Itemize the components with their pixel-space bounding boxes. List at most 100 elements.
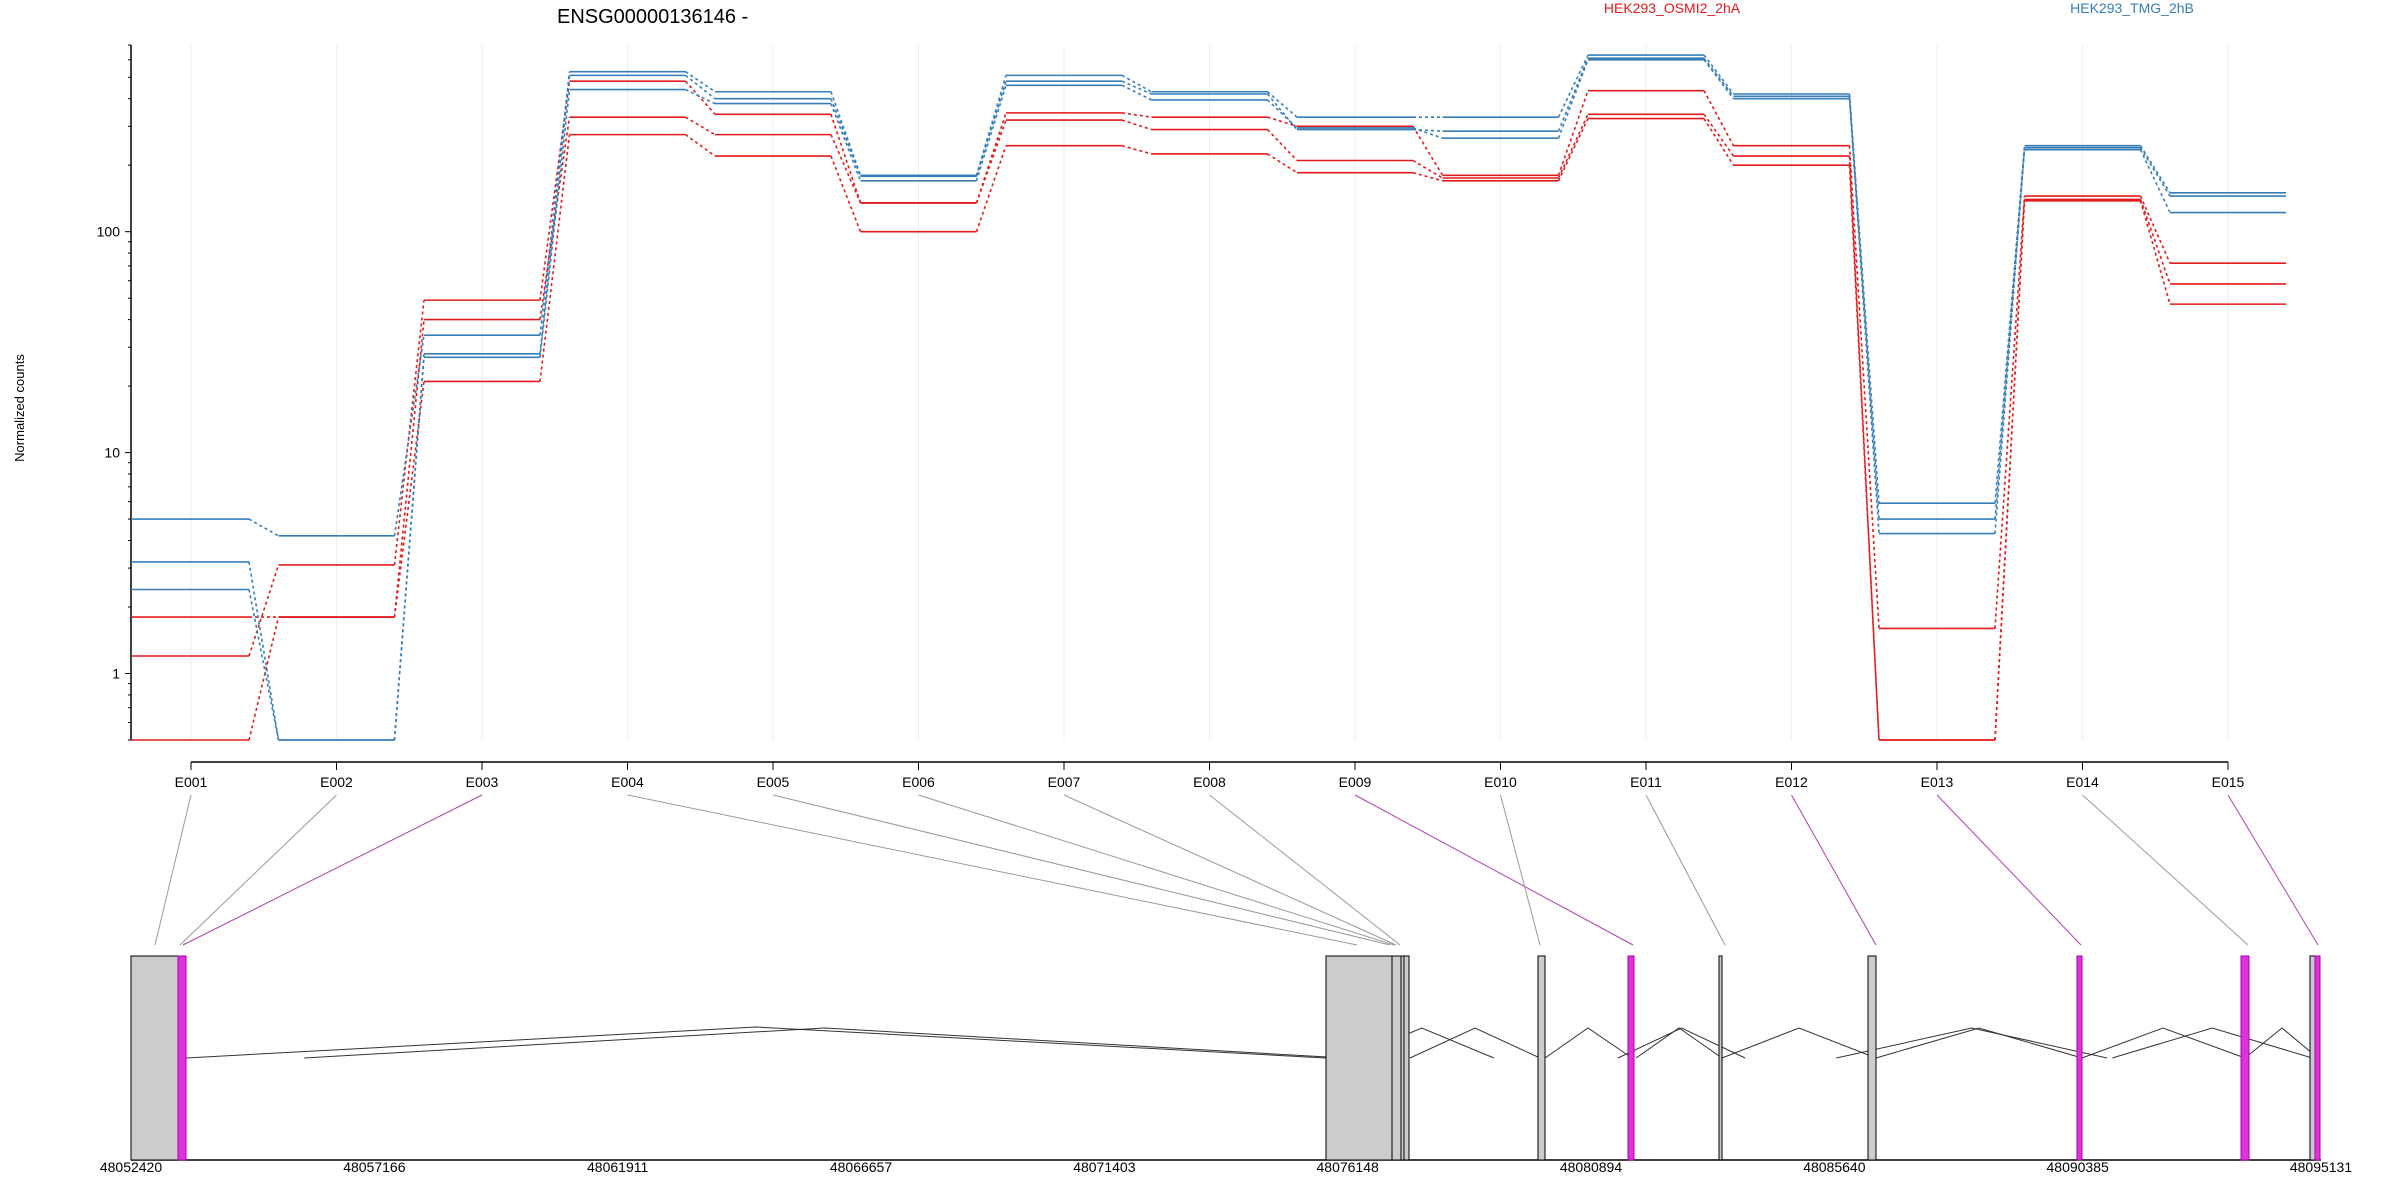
exon-transition bbox=[248, 561, 280, 741]
exon-transition bbox=[830, 134, 862, 204]
exon-transition bbox=[248, 589, 280, 741]
x-tick-label: E015 bbox=[2212, 774, 2245, 790]
exon-transition bbox=[1703, 54, 1735, 95]
x-tick-label: E005 bbox=[757, 774, 790, 790]
exon-transition bbox=[830, 114, 862, 204]
highlighted-connector bbox=[1354, 794, 1634, 946]
exon-transition bbox=[1412, 128, 1443, 133]
exon-transition bbox=[1994, 195, 2026, 629]
exon-transition bbox=[1121, 112, 1152, 118]
exon-transition bbox=[539, 75, 571, 354]
exon-transition bbox=[830, 155, 862, 232]
exon-transition bbox=[1848, 145, 1880, 629]
y-tick-label: 10 bbox=[104, 445, 120, 461]
genomic-position-label: 48080894 bbox=[1560, 1159, 1623, 1175]
series-HEK293_OSMI2_2hA bbox=[131, 80, 2286, 657]
intron-line bbox=[1617, 1027, 1746, 1059]
legend: HEK293_OSMI2_2hA HEK293_TMG_2hB bbox=[1604, 0, 2194, 16]
exon-transition bbox=[539, 134, 571, 382]
intron-line bbox=[185, 1026, 1327, 1059]
exon-box bbox=[1718, 955, 1723, 1161]
exon-transition bbox=[975, 85, 1007, 182]
exon-transition bbox=[1266, 99, 1298, 129]
exon-transition bbox=[1994, 149, 2026, 534]
grid-lines bbox=[190, 45, 2229, 740]
series-HEK293_OSMI2_2hA bbox=[131, 113, 2286, 741]
connector bbox=[772, 794, 1391, 946]
exon-transition bbox=[1848, 98, 1880, 534]
exon-transition bbox=[1267, 116, 1298, 128]
exon-transition bbox=[685, 74, 716, 100]
exon-transition bbox=[685, 116, 716, 136]
genomic-position-label: 48052420 bbox=[100, 1159, 163, 1175]
x-tick-label: E009 bbox=[1339, 774, 1372, 790]
highlighted-exon-box bbox=[2314, 955, 2321, 1161]
connector bbox=[154, 794, 192, 946]
exon-transition bbox=[1557, 57, 1589, 132]
exon-transition bbox=[2139, 145, 2171, 194]
series-HEK293_TMG_2hB bbox=[131, 54, 2286, 537]
highlighted-connector bbox=[1791, 794, 1877, 946]
exon-transition bbox=[1557, 59, 1589, 139]
series-lines bbox=[131, 54, 2286, 741]
x-tick-label: E014 bbox=[2066, 774, 2099, 790]
x-tick-label: E002 bbox=[320, 774, 353, 790]
exon-transition bbox=[685, 71, 716, 93]
exon-transition bbox=[393, 319, 425, 618]
exon-box bbox=[1403, 955, 1410, 1161]
connector bbox=[2082, 794, 2249, 946]
exon-box bbox=[1537, 955, 1546, 1161]
exon-transition bbox=[1848, 96, 1880, 520]
x-tick-label: E001 bbox=[175, 774, 208, 790]
intron-line bbox=[1409, 1027, 1541, 1059]
exon-transition bbox=[2139, 195, 2171, 264]
connector bbox=[1500, 794, 1541, 946]
exon-transition bbox=[1557, 118, 1589, 182]
exon-transition bbox=[248, 564, 280, 657]
exon-transition bbox=[1703, 57, 1735, 97]
x-tick-label: E003 bbox=[466, 774, 499, 790]
exon-transition bbox=[2139, 147, 2171, 197]
series-HEK293_TMG_2hB bbox=[131, 58, 2286, 741]
intron-line bbox=[1544, 1027, 1633, 1059]
exon-transition bbox=[1412, 171, 1443, 182]
genomic-position-label: 48071403 bbox=[1073, 1159, 1136, 1175]
genomic-position-label: 48090385 bbox=[2047, 1159, 2110, 1175]
exon-transition bbox=[1994, 200, 2026, 741]
exon-transition bbox=[1557, 90, 1589, 176]
exon-transition bbox=[1703, 118, 1735, 166]
highlighted-exon-box bbox=[1627, 955, 1635, 1161]
exon-transition bbox=[685, 88, 716, 105]
connector bbox=[627, 794, 1358, 946]
chart-title: ENSG00000136146 - bbox=[557, 6, 748, 28]
exon-transition bbox=[393, 357, 425, 741]
exon-transition bbox=[1412, 127, 1443, 139]
exon-transition bbox=[1121, 80, 1152, 95]
intron-line bbox=[1635, 1027, 1723, 1059]
connector bbox=[1209, 794, 1401, 946]
genomic-position-label: 48057166 bbox=[343, 1159, 406, 1175]
x-tick-label: E011 bbox=[1630, 774, 1662, 790]
exon-transition bbox=[1412, 125, 1444, 176]
exon-transition bbox=[1703, 59, 1735, 100]
x-tick-label: E012 bbox=[1775, 774, 1808, 790]
exon-transition bbox=[975, 75, 1007, 176]
intron-line bbox=[1721, 1027, 1877, 1059]
intron-line bbox=[2112, 1027, 2313, 1059]
gene-model: 48052420 48057166 48061911 48066657 48071403… bbox=[100, 955, 2352, 1175]
exon-transition bbox=[1121, 84, 1152, 101]
exon-connectors bbox=[154, 794, 2319, 946]
exon-transition bbox=[1266, 91, 1298, 118]
exon-transition bbox=[830, 103, 862, 182]
y-tick-label: 100 bbox=[97, 224, 121, 240]
connector bbox=[1063, 794, 1397, 946]
exon-transition bbox=[539, 89, 571, 358]
series-HEK293_TMG_2hB bbox=[131, 57, 2286, 741]
y-tick-label: 1 bbox=[112, 666, 120, 682]
exon-box bbox=[1391, 955, 1402, 1161]
exon-transition bbox=[1266, 93, 1298, 131]
exon-box bbox=[1325, 955, 1393, 1161]
highlighted-connector bbox=[2227, 794, 2319, 946]
connector bbox=[1645, 794, 1726, 946]
